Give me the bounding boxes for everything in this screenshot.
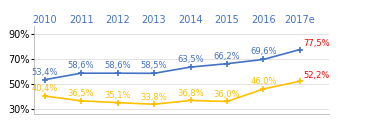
Text: 69,6%: 69,6% (250, 47, 277, 56)
Text: 53,4%: 53,4% (31, 68, 58, 77)
Text: 36,8%: 36,8% (177, 89, 204, 98)
Text: 36,0%: 36,0% (214, 90, 240, 99)
Text: 35,1%: 35,1% (104, 91, 131, 100)
Text: 63,5%: 63,5% (177, 55, 204, 64)
Text: 77,5%: 77,5% (304, 39, 330, 48)
Text: 40,4%: 40,4% (31, 84, 58, 93)
Text: 33,8%: 33,8% (141, 93, 168, 102)
Text: 58,5%: 58,5% (141, 61, 167, 70)
Text: 66,2%: 66,2% (214, 52, 240, 61)
Text: 58,6%: 58,6% (104, 61, 131, 70)
Text: 36,5%: 36,5% (68, 89, 94, 98)
Text: 58,6%: 58,6% (68, 61, 94, 70)
Text: 52,2%: 52,2% (304, 71, 330, 80)
Text: 46,0%: 46,0% (250, 78, 277, 87)
